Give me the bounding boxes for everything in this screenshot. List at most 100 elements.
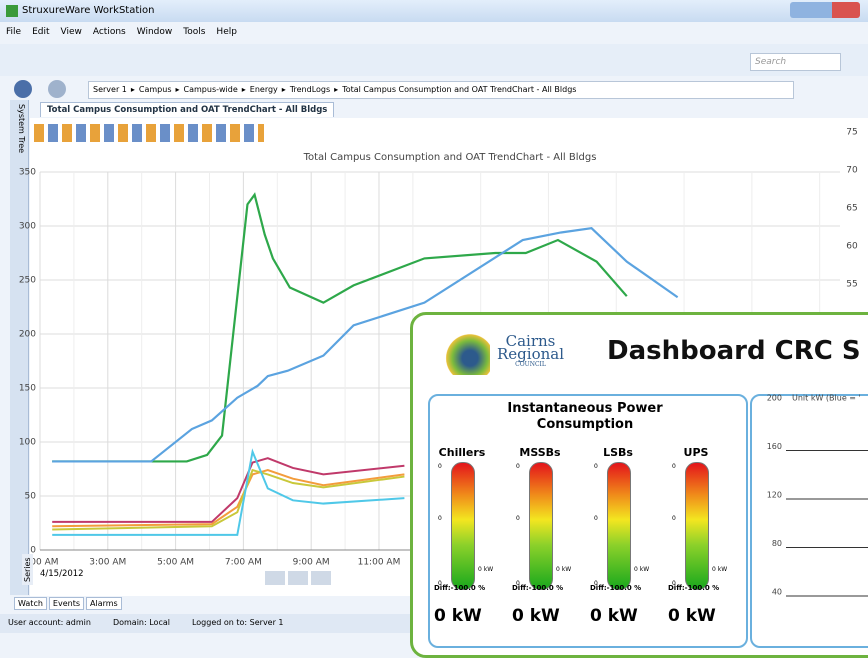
crumb-separator: ▸ bbox=[130, 85, 135, 94]
gauge-value: 0 kW bbox=[512, 606, 560, 626]
gauge-scale: 0 bbox=[438, 580, 442, 587]
date-label: 4/15/2012 bbox=[40, 569, 84, 579]
kw-panel bbox=[750, 394, 868, 648]
y2-tick-label: 75 bbox=[846, 128, 857, 138]
gauge-scale: 0 bbox=[438, 463, 442, 470]
kw-chart: Unit kW (Blue = ' 40 80 120 160 200 bbox=[767, 394, 868, 597]
chart-toolbar[interactable] bbox=[34, 124, 264, 142]
gauge-value: 0 kW bbox=[668, 606, 716, 626]
dashboard-title: Dashboard CRC S bbox=[607, 336, 861, 366]
y-tick-label: 100 bbox=[19, 438, 36, 448]
gauge-diff: Diff:-100.0 % bbox=[434, 584, 486, 592]
chart-navigation[interactable] bbox=[265, 571, 331, 585]
gauge-tube bbox=[685, 462, 709, 590]
back-button[interactable] bbox=[14, 80, 32, 98]
gauge-tube bbox=[607, 462, 631, 590]
gauge-scale: 0 bbox=[516, 580, 520, 587]
logo-line: Regional bbox=[497, 345, 565, 363]
trend-line bbox=[52, 457, 405, 523]
bottom-tab[interactable]: Alarms bbox=[86, 597, 122, 610]
kw-tick-label: 160 bbox=[767, 442, 782, 451]
gauge-scale: 0 bbox=[594, 515, 598, 522]
gauge-scale: 0 bbox=[438, 515, 442, 522]
panel-title: Instantaneous Power Consumption bbox=[507, 401, 663, 432]
gauge-value: 0 kW bbox=[434, 606, 482, 626]
y2-tick-label: 65 bbox=[846, 204, 857, 214]
trend-line bbox=[52, 468, 405, 531]
menu-item[interactable]: Window bbox=[136, 27, 173, 37]
window-title: StruxureWare WorkStation bbox=[22, 5, 155, 16]
gauge-reading: 0 kW bbox=[478, 566, 494, 573]
gauge-reading: 0 kW bbox=[556, 566, 572, 573]
x-tick-label: 5:00 AM bbox=[157, 558, 194, 568]
y-tick-label: 50 bbox=[25, 492, 37, 502]
gauge-diff: Diff:-100.0 % bbox=[512, 584, 564, 592]
crumb-item[interactable]: Campus-wide bbox=[183, 85, 238, 94]
menu-item[interactable]: Edit bbox=[32, 27, 50, 37]
y-tick-label: 300 bbox=[19, 222, 36, 232]
logo-mark bbox=[440, 333, 490, 375]
gauge-scale: 0 bbox=[594, 463, 598, 470]
crumb-separator: ▸ bbox=[334, 85, 339, 94]
toolbar bbox=[0, 44, 868, 76]
y2-tick-label: 60 bbox=[846, 242, 858, 252]
crumb-separator: ▸ bbox=[281, 85, 286, 94]
series-tab[interactable]: Series bbox=[22, 554, 33, 585]
status-item: User account: admin bbox=[8, 618, 91, 627]
breadcrumb: Server 1 ▸ Campus ▸ Campus-wide ▸ Energy ▸ Trend… bbox=[88, 81, 794, 99]
gauge-diff: Diff:-100.0 % bbox=[590, 584, 642, 592]
gauge-reading: 0 kW bbox=[712, 566, 728, 573]
gauge-label: LSBs bbox=[603, 446, 633, 459]
x-tick-label: 3:00 AM bbox=[89, 558, 126, 568]
title-bar bbox=[0, 0, 868, 22]
chart-title: Total Campus Consumption and OAT TrendCh… bbox=[303, 152, 597, 163]
gauge-label: MSSBs bbox=[519, 446, 561, 459]
gauge-reading: 0 kW bbox=[634, 566, 650, 573]
menu-item[interactable]: View bbox=[60, 27, 82, 37]
search-box[interactable]: Search bbox=[750, 53, 841, 71]
gauge-scale: 0 bbox=[516, 463, 520, 470]
crumb-item[interactable]: TrendLogs bbox=[289, 85, 331, 94]
gauge-scale: 0 bbox=[672, 580, 676, 587]
x-tick-label: 7:00 AM bbox=[225, 558, 262, 568]
trend-line bbox=[52, 448, 405, 536]
status-item: Logged on to: Server 1 bbox=[191, 618, 284, 627]
trend-line bbox=[52, 226, 679, 463]
kw-tick-label: 200 bbox=[767, 394, 782, 403]
menu-item[interactable]: Actions bbox=[92, 27, 126, 37]
y2-tick-label: 55 bbox=[846, 280, 857, 290]
crumb-item[interactable]: Server 1 bbox=[93, 85, 127, 94]
gauge-tube bbox=[451, 462, 475, 590]
crumb-item[interactable]: Energy bbox=[249, 85, 278, 94]
kw-tick-label: 80 bbox=[772, 539, 782, 548]
bottom-tabs: Watch Events Alarms bbox=[14, 597, 122, 610]
menu-item[interactable]: Tools bbox=[183, 27, 206, 37]
gauge-scale: 0 bbox=[672, 515, 676, 522]
crumb-separator: ▸ bbox=[241, 85, 246, 94]
bottom-tab[interactable]: Watch bbox=[14, 597, 47, 610]
x-tick-label: 1:00 AM bbox=[22, 558, 59, 568]
gauge-tube bbox=[529, 462, 553, 590]
bottom-tab[interactable]: Events bbox=[48, 597, 84, 610]
x-tick-label: 9:00 AM bbox=[293, 558, 330, 568]
app-icon bbox=[6, 5, 18, 17]
menu-bar: File Edit View Actions Window Tools Help bbox=[6, 27, 237, 37]
crumb-item[interactable]: Campus bbox=[138, 85, 172, 94]
window-controls[interactable] bbox=[790, 2, 860, 18]
gauge-diff: Diff:-100.0 % bbox=[668, 584, 720, 592]
menu-item[interactable]: File bbox=[6, 27, 22, 37]
logo-line: Cairns bbox=[505, 332, 556, 350]
gauge-scale: 0 bbox=[672, 463, 676, 470]
gauge-label: Chillers bbox=[438, 446, 486, 459]
forward-button[interactable] bbox=[48, 80, 66, 98]
logo-text: Cairns Regional COUNCIL bbox=[497, 332, 565, 369]
y-tick-label: 150 bbox=[19, 384, 36, 394]
crumb-item[interactable]: Total Campus Consumption and OAT TrendCh… bbox=[342, 85, 577, 94]
gauge-label: UPS bbox=[683, 446, 709, 459]
y-tick-label: 0 bbox=[30, 546, 36, 556]
y-tick-label: 350 bbox=[19, 168, 36, 178]
y2-tick-label: 70 bbox=[846, 166, 858, 176]
menu-item[interactable]: Help bbox=[216, 27, 237, 37]
document-tab[interactable]: Total Campus Consumption and OAT TrendCh… bbox=[40, 102, 335, 117]
